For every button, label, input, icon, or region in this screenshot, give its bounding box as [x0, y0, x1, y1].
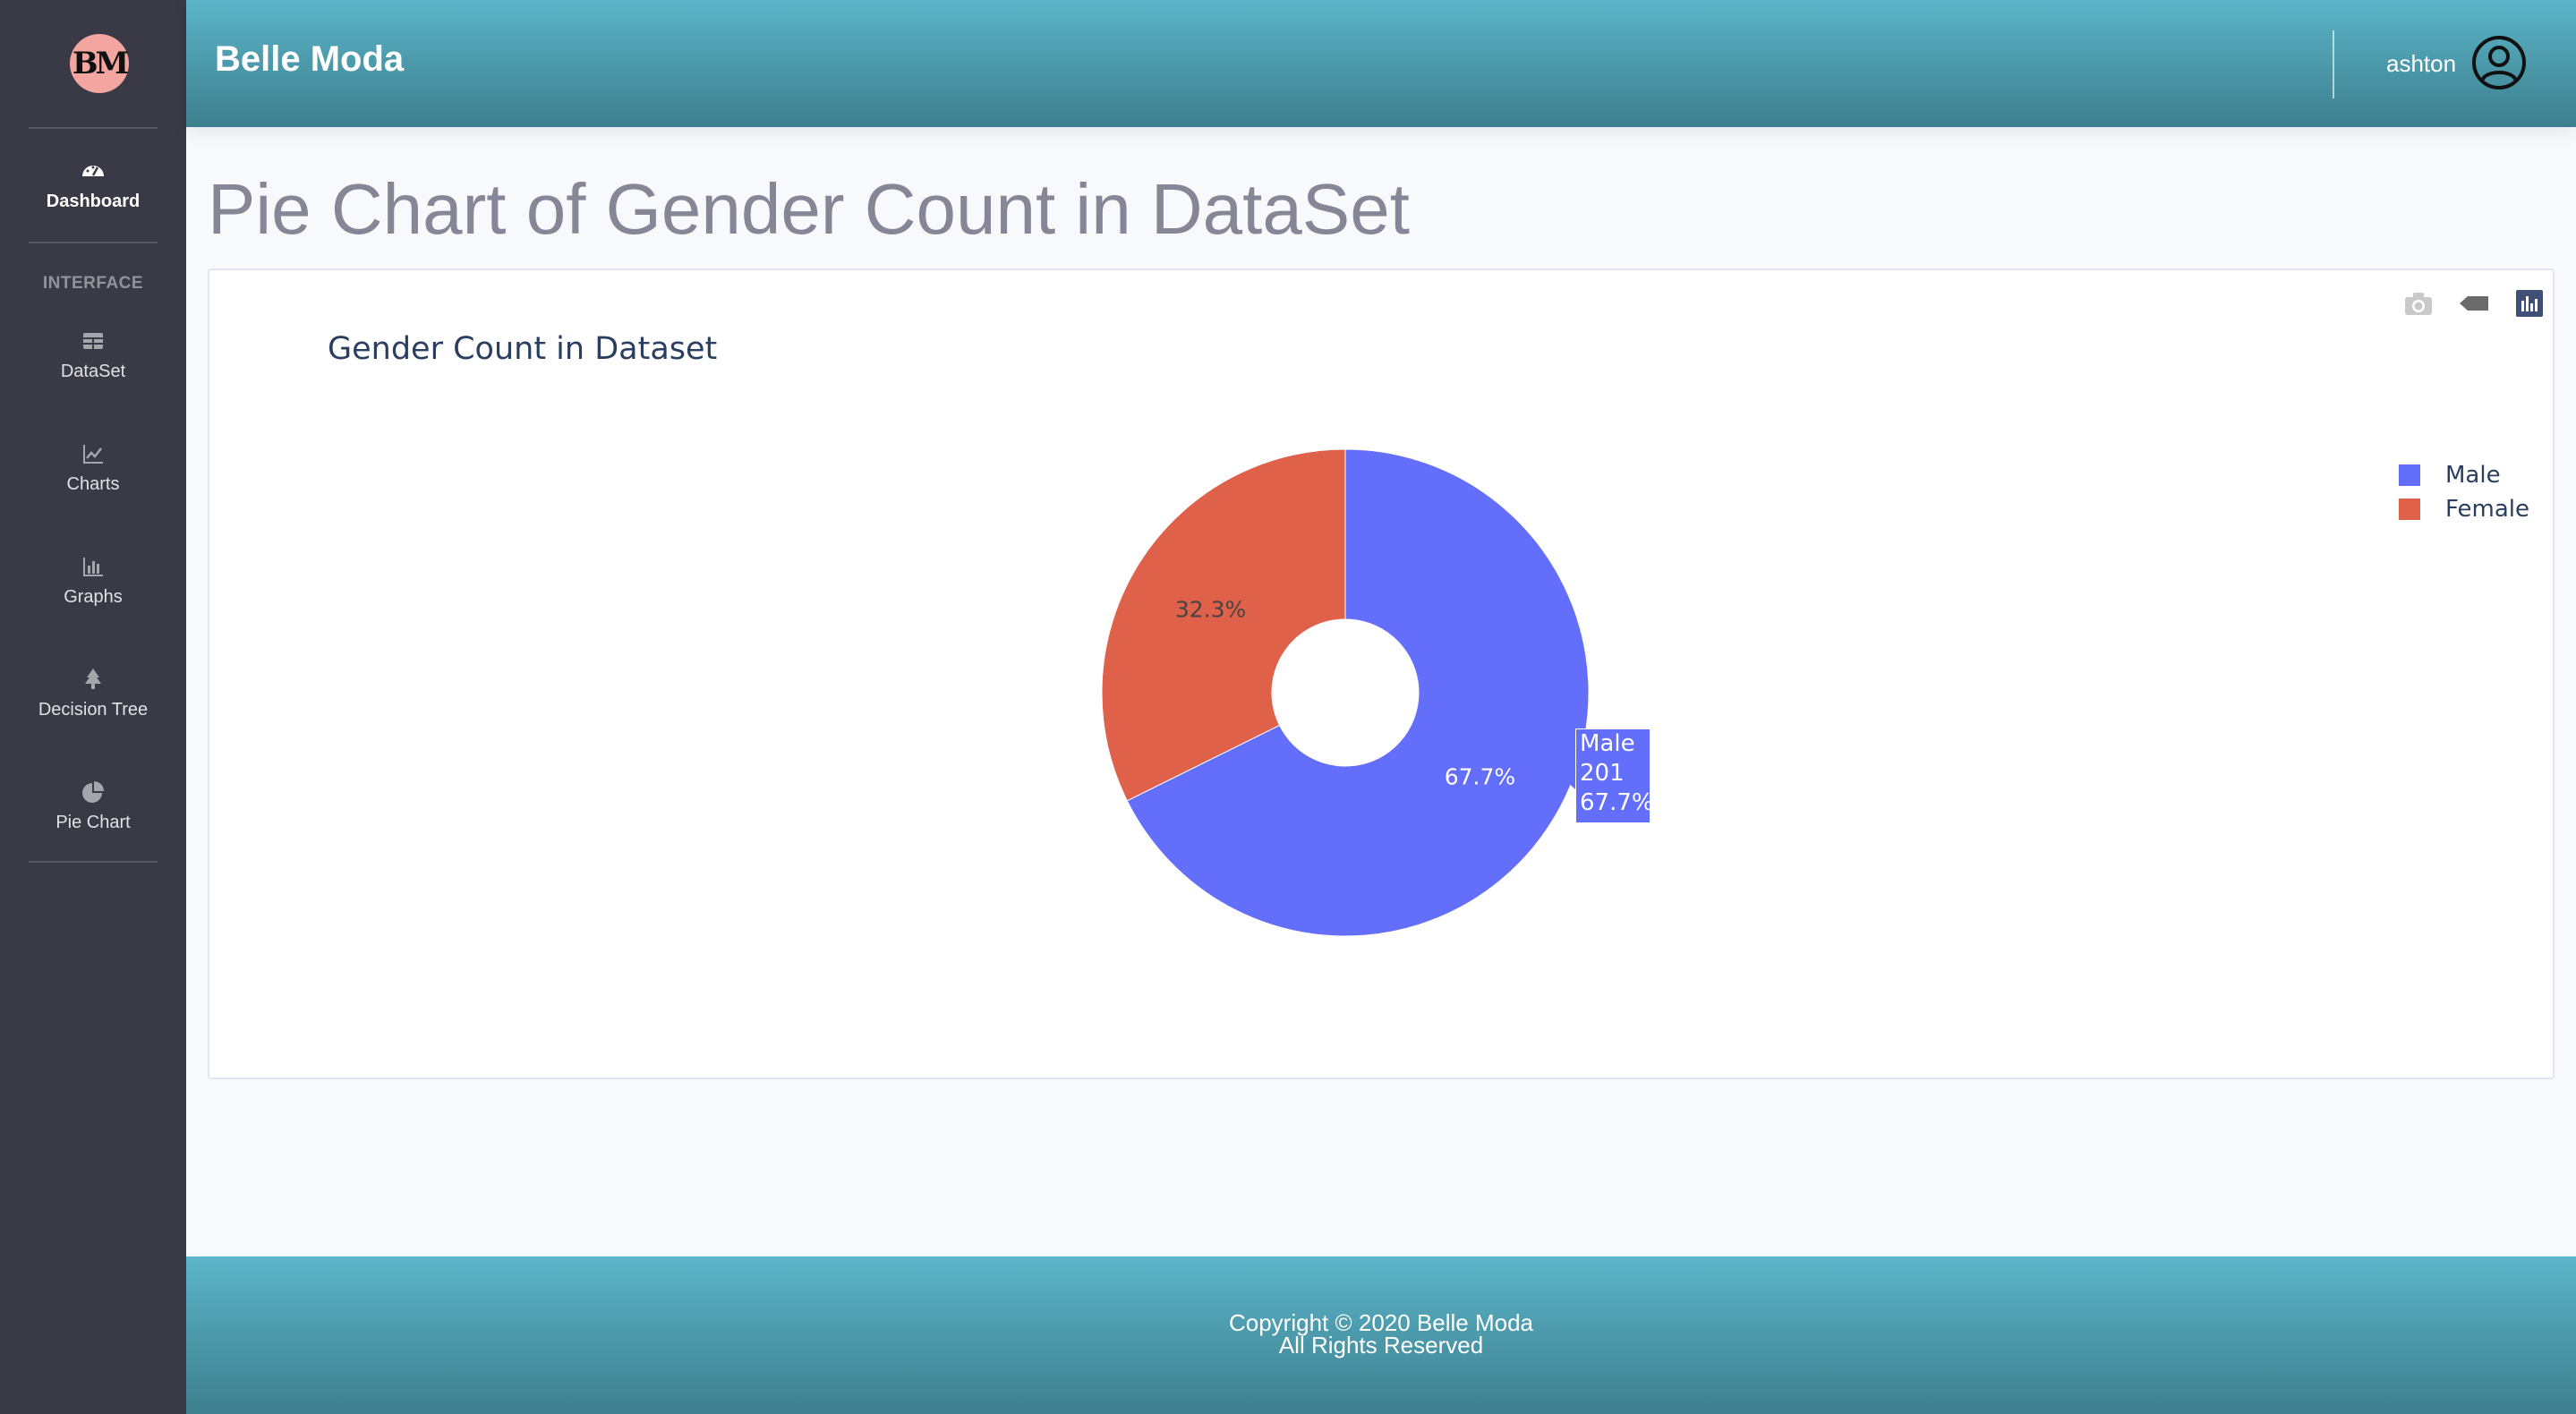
- sidebar-item-label: Graphs: [64, 587, 123, 607]
- sidebar-item-label: DataSet: [60, 362, 126, 381]
- sidebar-item-label: Dashboard: [46, 192, 141, 211]
- chart-modebar: [2402, 288, 2546, 319]
- sidebar-item-graphs[interactable]: Graphs: [0, 553, 186, 608]
- legend-label: Female: [2445, 496, 2530, 523]
- user-circle-icon[interactable]: [2470, 34, 2528, 91]
- sidebar-divider: [29, 127, 158, 129]
- legend-item-male[interactable]: Male: [2399, 458, 2529, 492]
- legend-item-female[interactable]: Female: [2399, 492, 2529, 526]
- camera-icon[interactable]: [2402, 288, 2435, 319]
- sidebar-item-pie-chart[interactable]: Pie Chart: [0, 779, 186, 833]
- sidebar-divider: [29, 242, 158, 243]
- tachometer-icon: [82, 166, 104, 176]
- topbar: Belle Moda ashton: [186, 0, 2576, 127]
- tooltip-label: Male: [1580, 730, 1635, 757]
- tooltip-value: 201: [1580, 760, 1625, 787]
- pie-slice-female[interactable]: [1101, 448, 1346, 802]
- tooltip-arrow: [1561, 764, 1575, 789]
- sidebar-item-label: Pie Chart: [55, 813, 131, 832]
- tree-icon: [85, 669, 101, 689]
- legend-label: Male: [2445, 462, 2501, 489]
- tooltip-percent: 67.7%: [1580, 789, 1654, 816]
- sidebar: BM Dashboard INTERFACE DataSet Charts: [0, 0, 186, 1414]
- pie-slice-male[interactable]: [1126, 448, 1590, 937]
- sidebar-item-dataset[interactable]: DataSet: [0, 328, 186, 382]
- footer-copyright: Copyright © 2020 Belle Moda All Rights R…: [186, 1309, 2576, 1359]
- pie-percent-label: 32.3%: [1175, 597, 1246, 623]
- footer-line-1: Copyright © 2020 Belle Moda: [1228, 1309, 1534, 1336]
- plotly-logo-icon[interactable]: [2513, 288, 2546, 319]
- chart-card: Gender Count in Dataset 67.7% 32.3% Male …: [208, 268, 2555, 1079]
- sidebar-divider: [29, 861, 158, 863]
- pie-percent-label: 67.7%: [1445, 763, 1515, 789]
- legend-swatch: [2399, 464, 2420, 486]
- chart-legend: Male Female: [2399, 458, 2529, 526]
- pie-chart: 67.7% 32.3%: [1101, 448, 1590, 937]
- app-title[interactable]: Belle Moda: [215, 39, 405, 79]
- footer: Copyright © 2020 Belle Moda All Rights R…: [186, 1256, 2576, 1414]
- sidebar-item-decision-tree[interactable]: Decision Tree: [0, 666, 186, 720]
- sidebar-item-label: Decision Tree: [38, 700, 149, 720]
- table-icon: [83, 333, 103, 349]
- sidebar-item-label: Charts: [66, 474, 120, 494]
- page-title: Pie Chart of Gender Count in DataSet: [208, 169, 1410, 249]
- bar-chart-icon: [83, 558, 103, 576]
- line-chart-icon: [83, 445, 103, 464]
- tag-icon[interactable]: [2458, 288, 2490, 319]
- pie-chart-icon: [82, 781, 104, 803]
- sidebar-item-charts[interactable]: Charts: [0, 440, 186, 495]
- brand-logo[interactable]: BM: [70, 34, 129, 93]
- chart-title: Gender Count in Dataset: [328, 331, 718, 367]
- legend-swatch: [2399, 498, 2420, 520]
- footer-line-2: All Rights Reserved: [1278, 1332, 1484, 1359]
- topbar-divider: [2333, 30, 2334, 98]
- hover-tooltip: Male 201 67.7%: [1575, 728, 1654, 823]
- sidebar-item-dashboard[interactable]: Dashboard: [0, 158, 186, 212]
- sidebar-heading: INTERFACE: [42, 274, 144, 293]
- user-name[interactable]: ashton: [2386, 50, 2457, 77]
